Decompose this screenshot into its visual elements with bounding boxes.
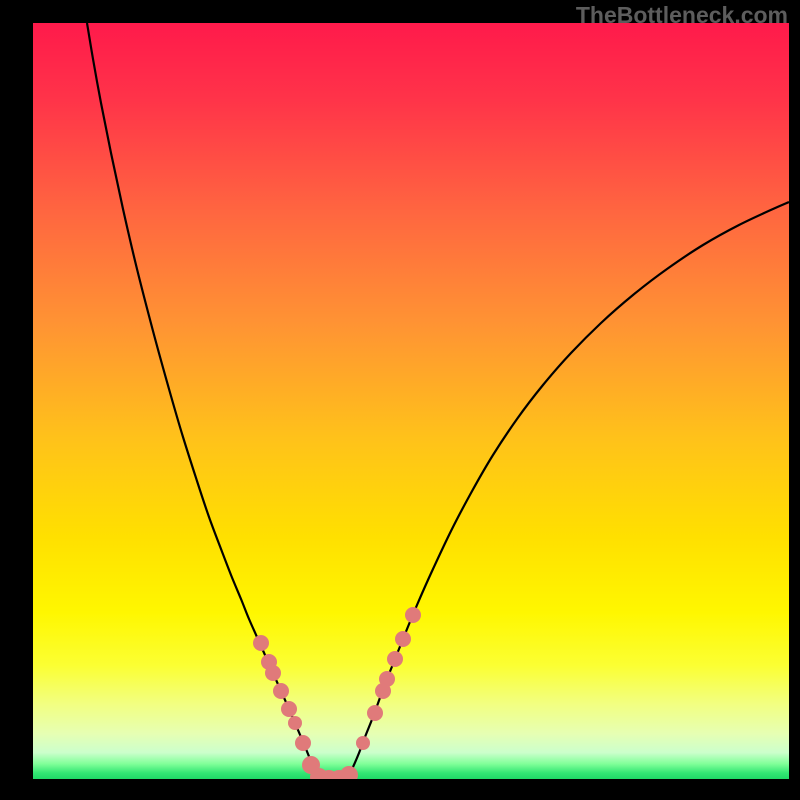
- curve-marker: [253, 635, 269, 651]
- curve-left: [87, 23, 317, 775]
- curve-layer: [33, 23, 789, 779]
- plot-area: [33, 23, 789, 779]
- curve-marker: [273, 683, 289, 699]
- curve-marker: [281, 701, 297, 717]
- curve-marker: [295, 735, 311, 751]
- watermark-text: TheBottleneck.com: [576, 2, 788, 29]
- curve-marker: [395, 631, 411, 647]
- curve-marker: [288, 716, 302, 730]
- curve-marker: [405, 607, 421, 623]
- curve-markers: [253, 607, 421, 779]
- curve-marker: [265, 665, 281, 681]
- curve-marker: [356, 736, 370, 750]
- curve-marker: [340, 766, 358, 779]
- curve-right: [349, 202, 789, 775]
- curve-marker: [379, 671, 395, 687]
- curve-marker: [387, 651, 403, 667]
- curve-marker: [367, 705, 383, 721]
